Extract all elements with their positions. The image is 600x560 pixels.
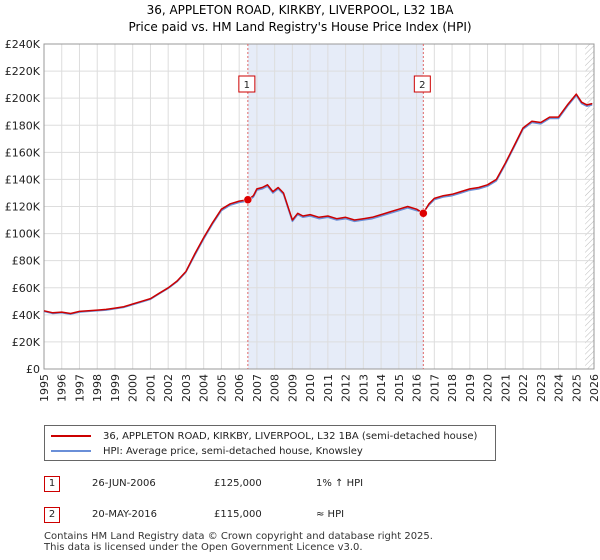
x-tick-label: 2021 <box>499 374 512 402</box>
x-tick-label: 2017 <box>428 374 441 402</box>
x-tick-label: 2025 <box>570 374 583 402</box>
x-tick-label: 1998 <box>91 374 104 402</box>
x-tick-label: 2001 <box>144 374 157 402</box>
y-tick-label: £40K <box>12 309 41 322</box>
sale-point <box>243 195 253 204</box>
y-tick-label: £20K <box>12 336 41 349</box>
sale-row: 2 20-MAY-2016 £115,000 ≈ HPI <box>44 507 564 525</box>
x-tick-label: 2014 <box>375 374 388 402</box>
sale-price: £125,000 <box>214 478 262 489</box>
x-tick-label: 2026 <box>588 374 600 402</box>
x-tick-label: 2013 <box>357 374 370 402</box>
x-tick-label: 2015 <box>393 374 406 402</box>
legend-hpi-line <box>51 450 91 452</box>
y-tick-label: £140K <box>5 173 41 186</box>
x-tick-label: 1997 <box>73 374 86 402</box>
x-tick-label: 2016 <box>411 374 424 402</box>
x-tick-label: 2018 <box>446 374 459 402</box>
sale-price: £115,000 <box>214 509 262 520</box>
x-tick-label: 2011 <box>322 374 335 402</box>
sale-number-badge: 2 <box>44 507 60 523</box>
x-tick-label: 2020 <box>482 374 495 402</box>
x-tick-label: 1999 <box>109 374 122 402</box>
y-tick-label: £120K <box>5 201 41 214</box>
sale-date: 26-JUN-2006 <box>92 478 156 489</box>
chart-subtitle: Price paid vs. HM Land Registry's House … <box>128 20 471 34</box>
sale-date: 20-MAY-2016 <box>92 509 158 520</box>
x-tick-label: 2012 <box>340 374 353 402</box>
y-tick-label: £80K <box>12 255 41 268</box>
x-tick-label: 2019 <box>464 374 477 402</box>
y-tick-label: £60K <box>12 282 41 295</box>
x-tick-label: 2009 <box>286 374 299 402</box>
price-chart: 36, APPLETON ROAD, KIRKBY, LIVERPOOL, L3… <box>5 3 600 402</box>
x-tick-label: 2022 <box>517 374 530 402</box>
x-tick-label: 1996 <box>56 374 69 402</box>
y-tick-label: £0 <box>26 363 40 376</box>
sale-row: 1 26-JUN-2006 £125,000 1% ↑ HPI <box>44 476 564 494</box>
footer: Contains HM Land Registry data © Crown c… <box>44 531 433 553</box>
legend-property-label: 36, APPLETON ROAD, KIRKBY, LIVERPOOL, L3… <box>103 430 478 442</box>
legend-hpi-label: HPI: Average price, semi-detached house,… <box>103 445 363 457</box>
sale-marker-box <box>413 75 431 93</box>
legend-hpi: HPI: Average price, semi-detached house,… <box>51 444 363 458</box>
sale-number-badge: 1 <box>44 476 60 492</box>
sale-hpi-compare: ≈ HPI <box>316 509 345 520</box>
legend-property-line <box>51 435 91 437</box>
y-tick-label: £160K <box>5 146 41 159</box>
x-tick-label: 2006 <box>233 374 246 402</box>
chart-title: 36, APPLETON ROAD, KIRKBY, LIVERPOOL, L3… <box>147 3 455 17</box>
x-tick-label: 2010 <box>304 374 317 402</box>
y-tick-label: £180K <box>5 119 41 132</box>
x-tick-label: 2024 <box>553 374 566 402</box>
sale-marker-label: 1 <box>244 80 250 91</box>
sale-marker-label: 2 <box>419 80 425 91</box>
x-tick-label: 2023 <box>535 374 548 402</box>
footer-license: This data is licensed under the Open Gov… <box>44 542 363 553</box>
sale-marker-box <box>238 75 256 93</box>
legend: 36, APPLETON ROAD, KIRKBY, LIVERPOOL, L3… <box>44 425 496 461</box>
series-line <box>43 93 593 315</box>
x-tick-label: 1995 <box>38 374 51 402</box>
x-tick-label: 2005 <box>215 374 228 402</box>
plot-frame <box>43 43 595 370</box>
footer-copyright: Contains HM Land Registry data © Crown c… <box>44 531 433 542</box>
x-tick-label: 2004 <box>198 374 211 402</box>
y-tick-label: £100K <box>5 228 41 241</box>
plot-area: £0 £20K £40K £60K £80K £100K £120K £140K £160K £1… <box>5 38 600 402</box>
sale-point <box>419 209 428 218</box>
y-tick-label: £240K <box>5 38 41 51</box>
legend-property: 36, APPLETON ROAD, KIRKBY, LIVERPOOL, L3… <box>51 429 477 443</box>
x-tick-label: 2008 <box>269 374 282 402</box>
x-tick-label: 2002 <box>162 374 175 402</box>
x-tick-label: 2007 <box>251 374 264 402</box>
y-tick-label: £220K <box>5 65 41 78</box>
x-tick-label: 2003 <box>180 374 193 402</box>
sale-hpi-compare: 1% ↑ HPI <box>316 478 364 489</box>
x-tick-label: 2000 <box>127 374 140 402</box>
y-tick-label: £200K <box>5 92 41 105</box>
